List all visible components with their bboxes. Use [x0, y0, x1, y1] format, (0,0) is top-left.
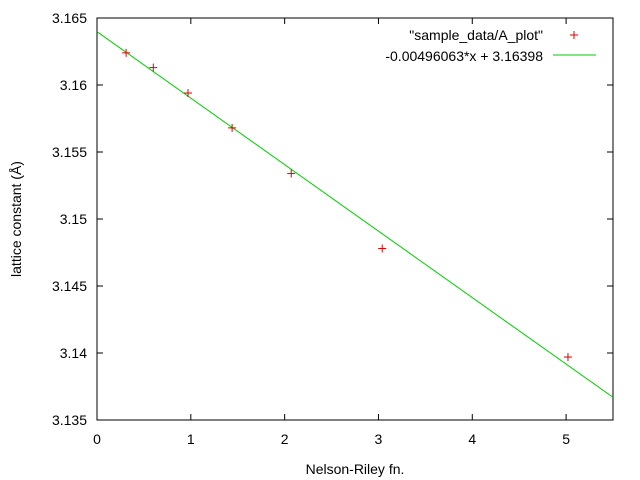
data-point	[122, 48, 131, 57]
data-point	[287, 169, 296, 178]
y-tick-label: 3.165	[52, 10, 87, 26]
data-point	[378, 244, 387, 253]
data-point	[149, 63, 158, 72]
legend: "sample_data/A_plot" -0.00496063*x + 3.1…	[385, 27, 596, 64]
data-point	[563, 353, 572, 362]
y-axis-title: lattice constant (Å)	[8, 161, 24, 277]
data-point	[228, 123, 237, 132]
plot-frame	[96, 17, 614, 421]
x-tick-label: 2	[281, 431, 289, 447]
fit-line	[96, 31, 614, 398]
y-tick-label: 3.16	[60, 77, 87, 93]
legend-swatch-data	[570, 31, 578, 39]
data-points-layer	[122, 48, 572, 362]
legend-label-data: "sample_data/A_plot"	[409, 27, 543, 43]
fit-line-layer	[96, 31, 614, 398]
y-tick-label: 3.135	[52, 412, 87, 428]
y-tick-label: 3.14	[60, 345, 87, 361]
x-tick-label: 1	[187, 431, 195, 447]
x-tick-label: 3	[375, 431, 383, 447]
x-tick-label: 0	[93, 431, 101, 447]
x-axis-title: Nelson-Riley fn.	[306, 461, 405, 477]
legend-label-fit: -0.00496063*x + 3.16398	[385, 48, 543, 64]
x-tick-label: 5	[562, 431, 570, 447]
y-tick-label: 3.145	[52, 278, 87, 294]
y-tick-label: 3.15	[60, 211, 87, 227]
data-point	[184, 89, 193, 98]
axis-ticks: 0 1 2 3 4 5 3.135 3.14 3.145 3.15 3.155 3.16 3.165	[52, 10, 613, 447]
y-tick-label: 3.155	[52, 144, 87, 160]
x-tick-label: 4	[468, 431, 476, 447]
